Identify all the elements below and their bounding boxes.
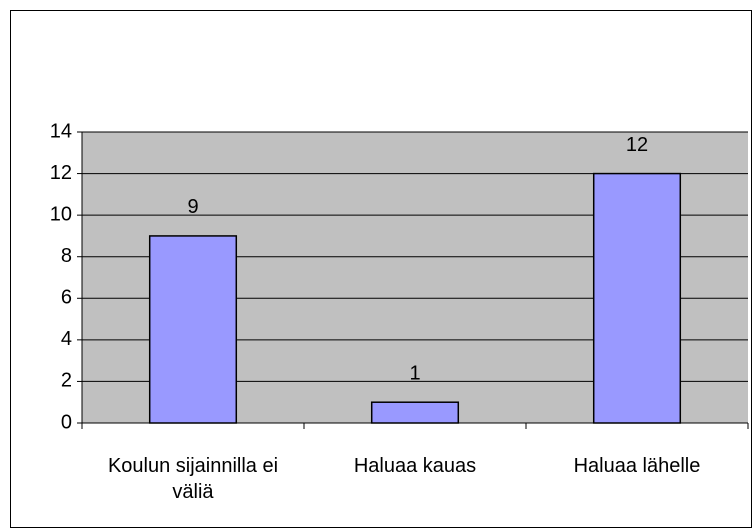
y-tick-label: 14 bbox=[50, 120, 72, 142]
y-tick-label: 8 bbox=[61, 245, 72, 267]
bar bbox=[592, 172, 682, 424]
y-tick-label: 10 bbox=[50, 203, 72, 225]
x-tick-label: Koulun sijainnilla ei väliä bbox=[107, 455, 279, 503]
bar bbox=[148, 235, 238, 424]
y-tick-label: 2 bbox=[61, 370, 72, 392]
data-label: 1 bbox=[409, 362, 420, 384]
y-tick-label: 0 bbox=[61, 411, 72, 433]
x-tick-label: Haluaa lähelle bbox=[573, 455, 701, 477]
y-tick-label: 12 bbox=[50, 162, 72, 184]
y-tick-label: 4 bbox=[61, 328, 72, 350]
bar bbox=[370, 401, 460, 424]
data-label: 9 bbox=[187, 196, 198, 218]
y-tick-label: 6 bbox=[61, 287, 72, 309]
x-tick-label: Haluaa kauas bbox=[353, 455, 477, 477]
data-label: 12 bbox=[626, 134, 648, 156]
